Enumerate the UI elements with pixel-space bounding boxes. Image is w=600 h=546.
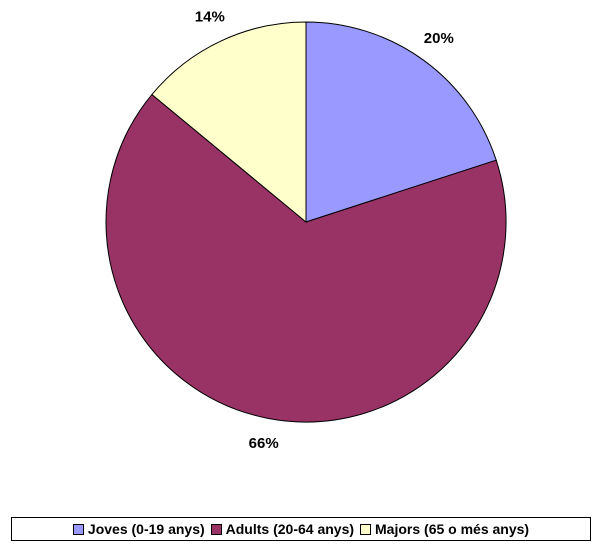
chart-legend: Joves (0-19 anys) Adults (20-64 anys) Ma… bbox=[11, 517, 591, 541]
pie-slice-labels: 20% 66% 14% bbox=[195, 8, 454, 452]
slice-label-adults: 66% bbox=[249, 435, 279, 452]
legend-label-majors: Majors (65 o més anys) bbox=[375, 521, 530, 537]
legend-swatch-majors bbox=[360, 523, 372, 535]
legend-item-majors: Majors (65 o més anys) bbox=[360, 521, 529, 537]
pie-slices bbox=[105, 21, 507, 423]
legend-swatch-joves bbox=[72, 523, 84, 535]
pie-slice-majors bbox=[151, 21, 307, 224]
legend-item-joves: Joves (0-19 anys) bbox=[72, 521, 205, 537]
pie-slice-adults bbox=[105, 93, 507, 423]
legend-swatch-adults bbox=[210, 523, 222, 535]
slice-label-majors: 14% bbox=[195, 8, 225, 25]
legend-label-adults: Adults (20-64 anys) bbox=[225, 521, 355, 537]
pie-slice-joves bbox=[305, 21, 497, 223]
slice-label-joves: 20% bbox=[424, 30, 454, 47]
legend-label-joves: Joves (0-19 anys) bbox=[87, 521, 205, 537]
legend-item-adults: Adults (20-64 anys) bbox=[210, 521, 355, 537]
